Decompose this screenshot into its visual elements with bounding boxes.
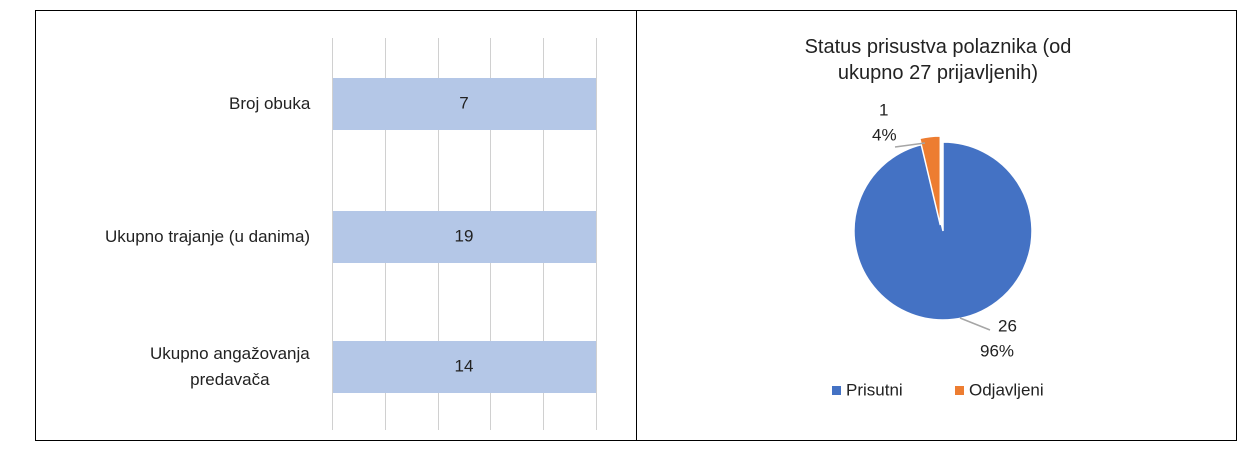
legend-label: Prisutni [846,380,903,399]
category-label: Ukupno trajanje (u danima) [105,227,311,246]
legend-label: Odjavljeni [969,380,1044,399]
pie-slice [853,141,1033,321]
value-label: 14 [455,356,474,375]
category-label: Ukupno angažovanja predavača [150,344,310,389]
value-label: 7 [459,93,468,112]
value-label: 19 [455,226,474,245]
bar [333,78,596,130]
data-label: 26 [998,316,1017,335]
bar [333,341,596,393]
leader-line [959,317,991,331]
category-label: Broj obuka [229,94,311,113]
data-label: 1 [879,100,888,119]
chart-title: Status prisustva polaznika (od ukupno 27 … [805,36,1072,84]
legend-swatch [955,386,964,395]
percent-label: 4% [872,125,897,144]
bar [333,211,596,263]
pie-slice [918,135,942,226]
percent-label: 96% [980,341,1014,360]
legend-swatch [832,386,841,395]
leader-line [894,142,926,148]
